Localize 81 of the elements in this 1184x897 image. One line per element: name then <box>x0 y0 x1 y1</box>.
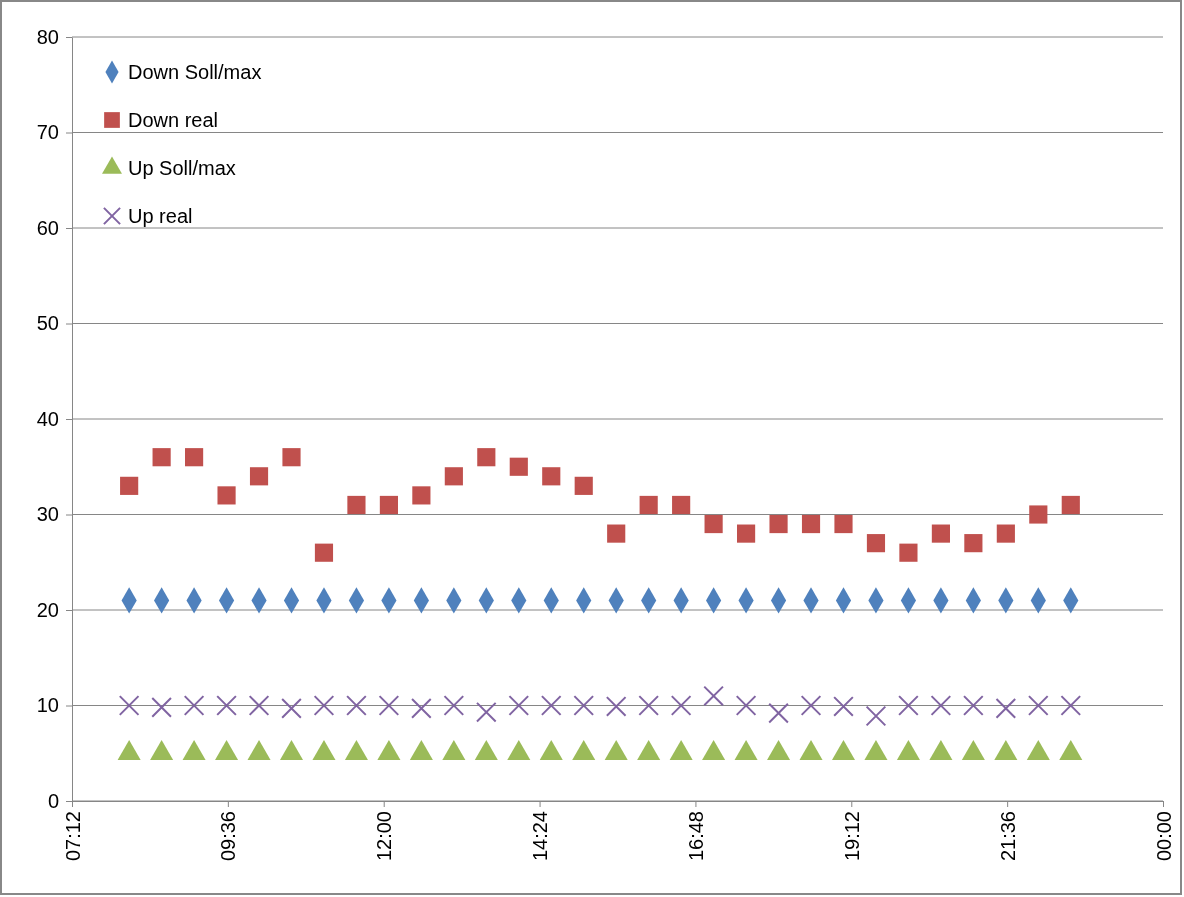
point <box>834 514 853 534</box>
point <box>899 543 918 562</box>
x-tick-label: 19:12 <box>840 811 863 862</box>
point <box>346 695 367 716</box>
point <box>639 495 658 515</box>
point <box>704 514 723 534</box>
point <box>475 701 497 723</box>
y-tick-label: 10 <box>36 694 59 717</box>
point <box>281 698 302 719</box>
point <box>768 702 789 724</box>
y-tick-label: 50 <box>36 312 59 335</box>
x-tick-label: 21:36 <box>996 811 1019 862</box>
point <box>931 524 950 543</box>
point <box>542 467 561 486</box>
point <box>898 695 919 716</box>
point <box>379 495 398 515</box>
x-tick-label: 14:24 <box>529 811 552 862</box>
point <box>443 695 465 716</box>
point <box>508 695 530 716</box>
point <box>605 696 627 717</box>
point <box>314 543 334 562</box>
y-tick-label: 80 <box>36 25 59 48</box>
point <box>607 524 626 543</box>
point <box>573 695 595 716</box>
x-tick-label: 12:00 <box>373 811 396 862</box>
point <box>737 524 756 543</box>
y-tick-label: 0 <box>47 789 59 812</box>
point <box>996 524 1015 543</box>
point <box>444 467 463 486</box>
point <box>1029 505 1048 524</box>
point <box>248 695 270 716</box>
point <box>735 695 757 716</box>
y-tick-label: 30 <box>36 503 59 526</box>
y-tick-label: 40 <box>36 407 59 430</box>
y-tick-label: 20 <box>36 598 59 621</box>
point <box>411 698 432 719</box>
point <box>185 448 204 467</box>
x-tick-label: 07:12 <box>61 811 84 862</box>
point <box>964 534 983 553</box>
point <box>833 696 854 717</box>
point <box>183 695 205 716</box>
point <box>412 486 431 505</box>
legend-label: Up Soll/max <box>128 157 236 179</box>
point <box>151 697 172 718</box>
legend-label: Down real <box>128 109 219 131</box>
point <box>540 695 562 716</box>
point <box>152 448 171 467</box>
x-tick-label: 16:48 <box>684 811 707 862</box>
point <box>574 476 593 495</box>
point <box>769 514 788 534</box>
point <box>1027 695 1049 716</box>
legend-label: Up real <box>128 205 193 227</box>
point <box>672 495 691 515</box>
point <box>378 695 400 716</box>
y-tick-label: 60 <box>36 216 59 239</box>
point <box>865 705 887 727</box>
point <box>963 695 984 716</box>
point <box>1061 495 1080 515</box>
point <box>1060 695 1082 716</box>
x-tick-label: 00:00 <box>1152 811 1175 862</box>
point <box>477 448 496 467</box>
point <box>217 486 236 505</box>
point <box>347 495 366 515</box>
point <box>670 695 692 716</box>
point <box>313 695 335 716</box>
point <box>800 695 822 716</box>
point <box>995 698 1017 719</box>
x-tick-label: 09:36 <box>217 811 240 862</box>
point <box>866 534 886 553</box>
y-tick-label: 70 <box>36 121 59 144</box>
legend-label: Down Soll/max <box>128 61 262 83</box>
point <box>801 514 821 534</box>
point <box>703 685 724 707</box>
point <box>638 695 660 716</box>
point <box>118 695 140 716</box>
point <box>120 476 139 495</box>
point <box>249 467 269 486</box>
point <box>216 695 237 716</box>
point <box>930 695 952 716</box>
point <box>282 448 301 467</box>
point <box>509 457 528 476</box>
